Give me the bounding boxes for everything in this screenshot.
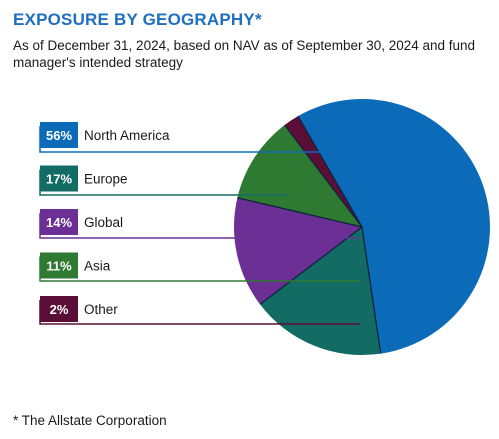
legend-label: Other xyxy=(84,302,118,317)
legend-percent: 11% xyxy=(46,259,72,274)
legend-percent: 17% xyxy=(46,172,72,187)
legend-item-north-america: 56% North America xyxy=(39,122,322,153)
pie-slice-asia xyxy=(237,125,362,227)
pie-slice-north-america xyxy=(298,99,490,354)
legend-item-asia: 11% Asia xyxy=(39,252,360,282)
legend-swatch xyxy=(40,296,78,322)
slice-separator xyxy=(297,115,363,228)
legend-percent: 2% xyxy=(50,302,69,317)
slice-separator xyxy=(361,226,382,354)
footnote: * The Allstate Corporation xyxy=(13,413,167,428)
legend-label: Asia xyxy=(84,259,111,274)
legend-swatch xyxy=(40,122,78,148)
legend-swatch xyxy=(40,252,78,279)
chart-subtitle: As of December 31, 2024, based on NAV as… xyxy=(13,38,476,70)
legend-label: North America xyxy=(84,128,170,143)
legend-item-other: 2% Other xyxy=(39,296,360,325)
legend-swatch xyxy=(40,165,78,192)
legend-item-global: 14% Global xyxy=(39,209,360,239)
slice-separator xyxy=(284,124,363,228)
chart-title: EXPOSURE BY GEOGRAPHY* xyxy=(13,10,262,29)
legend-percent: 56% xyxy=(46,128,72,143)
slice-separator xyxy=(259,226,363,305)
pie-slice-europe xyxy=(260,227,381,356)
pie-slice-global xyxy=(233,197,362,305)
legend-percent: 14% xyxy=(46,215,72,230)
legend-item-europe: 17% Europe xyxy=(39,165,290,196)
legend-label: Europe xyxy=(84,172,128,187)
pie-slice-other xyxy=(284,116,362,227)
slice-separator xyxy=(237,197,363,228)
legend-swatch xyxy=(40,209,78,235)
legend-label: Global xyxy=(84,215,123,230)
